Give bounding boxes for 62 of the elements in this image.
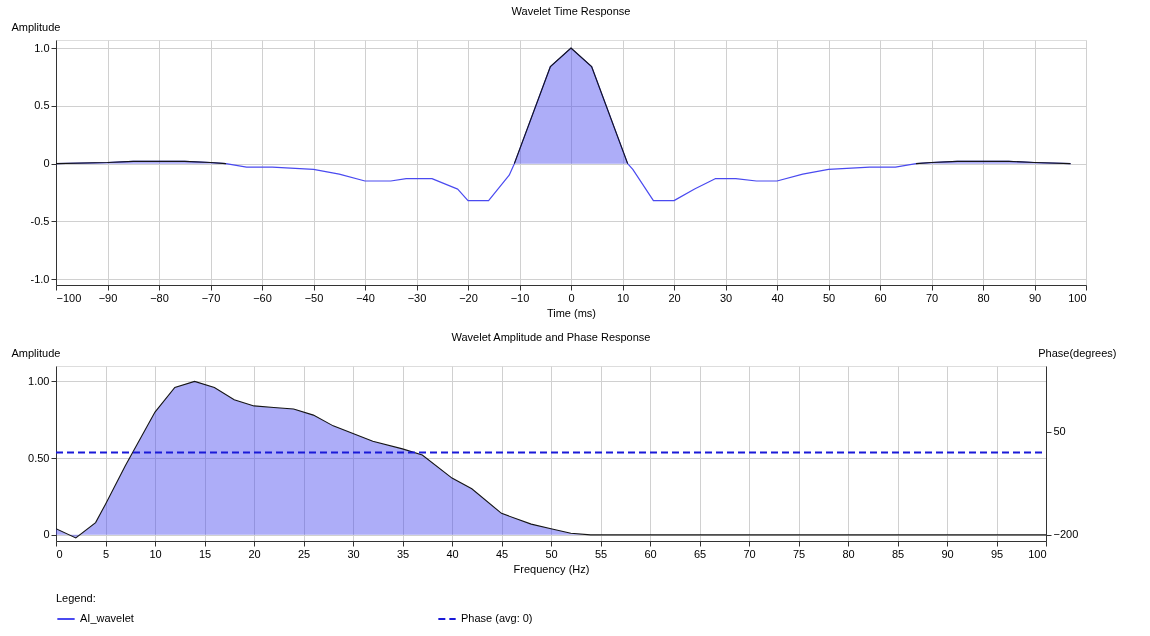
y-tick-label: 0 [43,157,50,170]
x-tick-label: 60 [644,547,657,560]
x-tick-label: 40 [771,291,784,304]
y-tick-label: 0.5 [34,99,50,112]
x-tick-label: 30 [719,291,733,304]
chart-title: Wavelet Amplitude and Phase Response [451,331,651,343]
x-tick-label: 10 [149,547,162,560]
x-tick-label: 60 [874,291,887,304]
x-tick-label: 100 [1068,291,1087,304]
x-tick-label: 80 [842,547,855,560]
x-tick-label: 20 [668,291,681,304]
x-tick-label: −60 [253,291,272,304]
x-tick-label: 65 [693,547,707,560]
y-tick-label: 0.50 [28,451,50,464]
x-axis-title: Time (ms) [546,306,597,319]
y2-tick-label: 50 [1053,425,1066,438]
x-tick-label: −100 [56,291,82,304]
y-tick-label: -1.0 [30,272,50,285]
x-tick-label: −10 [510,291,530,304]
y-tick-label: 1.00 [28,374,50,387]
x-tick-label: 75 [792,547,806,560]
x-tick-label: 70 [743,547,756,560]
x-tick-label: 95 [990,547,1004,560]
x-tick-label: 15 [198,547,212,560]
x-tick-label: 85 [891,547,905,560]
y2-axis-title: Phase(degrees) [1038,346,1117,359]
x-tick-label: 50 [545,547,558,560]
legend-title: Legend: [56,592,96,604]
x-tick-label: 100 [1028,547,1047,560]
x-tick-label: −80 [150,291,169,304]
x-tick-label: 0 [568,291,575,304]
x-tick-label: 50 [822,291,836,304]
chart-title: Wavelet Time Response [511,5,631,17]
y-axis-title: Amplitude [11,346,61,359]
x-tick-label: 80 [977,291,990,304]
y-axis-title: Amplitude [11,20,61,33]
x-tick-label: 90 [941,547,954,560]
x-tick-label: 25 [297,547,311,560]
x-tick-label: 20 [248,547,261,560]
y-tick-label: 1.0 [34,41,50,54]
x-tick-label: −70 [201,291,221,304]
x-tick-label: 5 [102,547,110,560]
x-tick-label: 30 [347,547,360,560]
x-tick-label: −20 [459,291,478,304]
x-tick-label: −50 [304,291,324,304]
x-tick-label: 0 [56,547,63,560]
x-tick-label: 90 [1028,291,1042,304]
x-tick-label: 45 [495,547,509,560]
x-tick-label: 10 [616,291,630,304]
y2-tick-label: −200 [1053,528,1079,541]
x-tick-label: −30 [407,291,427,304]
legend-label: AI_wavelet [80,612,134,624]
x-tick-label: 35 [396,547,410,560]
y-tick-label: -0.5 [30,214,50,227]
x-tick-label: −90 [98,291,118,304]
legend-label: Phase (avg: 0) [461,612,533,624]
x-tick-label: 70 [925,291,939,304]
x-tick-label: 40 [446,547,459,560]
y-tick-label: 0 [43,528,50,541]
x-tick-label: −40 [356,291,375,304]
x-tick-label: 55 [594,547,608,560]
x-axis-title: Frequency (Hz) [513,562,590,575]
